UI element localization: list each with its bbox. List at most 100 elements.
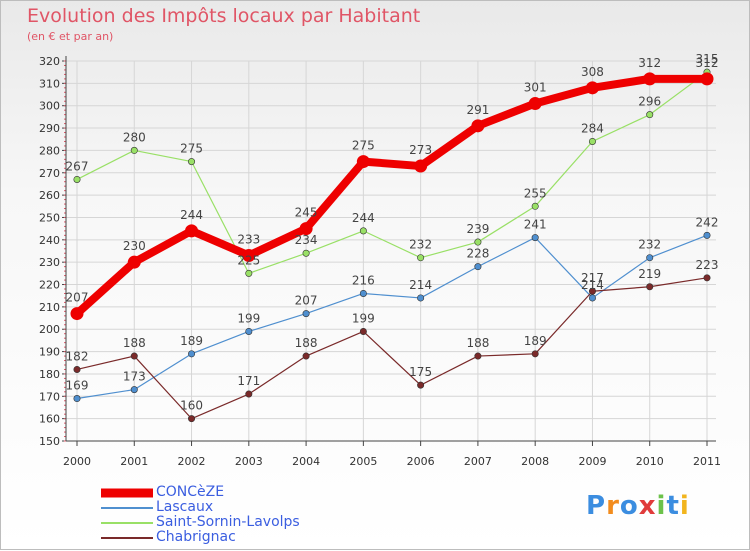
data-point-conc-ze [700,72,714,86]
data-label-saint-sornin-lavolps: 280 [123,130,146,144]
data-label-saint-sornin-lavolps: 225 [237,253,260,267]
data-point-saint-sornin-lavolps [474,238,482,246]
legend-label-saint-sornin-lavolps: Saint-Sornin-Lavolps [156,514,300,530]
y-tick-label: 220 [39,279,60,292]
data-point-saint-sornin-lavolps [130,146,138,154]
data-point-saint-sornin-lavolps [302,249,310,257]
x-tick-label: 2004 [292,455,320,468]
x-tick-label: 2003 [235,455,263,468]
data-point-conc-ze [185,224,199,238]
data-label-saint-sornin-lavolps: 234 [295,233,318,247]
data-point-conc-ze [242,248,256,262]
x-tick-label: 2011 [693,455,721,468]
data-point-chabrignac [188,415,196,423]
data-label-chabrignac: 223 [696,258,719,272]
y-tick-label: 190 [39,346,60,359]
data-label-conc-ze: 245 [295,206,318,220]
data-label-saint-sornin-lavolps: 267 [66,159,89,173]
data-point-lascaux [646,254,654,262]
legend-label-conc-ze: CONCèZE [156,484,225,500]
y-tick-label: 240 [39,234,60,247]
y-tick-label: 150 [39,435,60,448]
brand-letter: r [606,491,620,521]
data-label-conc-ze: 230 [123,239,146,253]
grid-lines [66,60,716,442]
series-line-saint-sornin-lavolps [76,71,708,274]
y-tick-label: 200 [39,323,60,336]
data-label-lascaux: 216 [352,273,375,287]
x-tick-label: 2007 [464,455,492,468]
y-tick-label: 260 [39,189,60,202]
data-label-lascaux: 189 [180,334,203,348]
data-point-lascaux [359,289,367,297]
data-labels: 169 173 189 199 207 216 214 228 241 214 232 242 267 2… [66,52,719,412]
data-point-chabrignac [245,390,253,398]
y-tick-label: 160 [39,413,60,426]
data-label-conc-ze: 275 [352,139,375,153]
data-label-conc-ze: 291 [466,103,489,117]
data-label-chabrignac: 175 [409,365,432,379]
data-label-lascaux: 199 [237,311,260,325]
series-lines [70,68,714,423]
data-point-lascaux [703,231,711,239]
x-tick-label: 2005 [349,455,377,468]
y-tick-label: 210 [39,301,60,314]
data-label-chabrignac: 217 [581,271,604,285]
data-point-saint-sornin-lavolps [359,227,367,235]
data-label-lascaux: 241 [524,218,547,232]
data-point-conc-ze [70,307,84,321]
x-tick-label: 2001 [120,455,148,468]
legend-label-chabrignac: Chabrignac [156,529,236,545]
data-point-lascaux [245,327,253,335]
data-point-conc-ze [585,81,599,95]
y-tick-label: 170 [39,390,60,403]
y-tick-label: 250 [39,211,60,224]
data-point-conc-ze [356,155,370,169]
data-point-chabrignac [302,352,310,360]
data-point-conc-ze [414,159,428,173]
brand-letter: x [638,491,657,521]
data-label-saint-sornin-lavolps: 255 [524,186,547,200]
series-line-conc-ze [74,74,707,317]
data-label-chabrignac: 171 [237,374,260,388]
x-tick-label: 2000 [63,455,91,468]
data-point-lascaux [73,395,81,403]
chart-subtitle: (en € et par an) [27,30,114,43]
data-point-conc-ze [299,222,313,236]
x-tick-label: 2008 [521,455,549,468]
data-label-conc-ze: 312 [696,56,719,70]
data-label-lascaux: 173 [123,370,146,384]
data-point-saint-sornin-lavolps [188,158,196,166]
y-tick-label: 180 [39,368,60,381]
data-point-chabrignac [73,365,81,373]
data-point-conc-ze [127,255,141,269]
data-label-saint-sornin-lavolps: 275 [180,142,203,156]
data-label-conc-ze: 244 [180,208,203,222]
data-label-chabrignac: 219 [638,267,661,281]
data-point-chabrignac [130,352,138,360]
data-label-conc-ze: 312 [638,56,661,70]
brand-letter: P [586,491,607,521]
x-tick-label: 2006 [407,455,435,468]
data-point-lascaux [588,294,596,302]
data-label-saint-sornin-lavolps: 315 [696,52,719,66]
data-point-lascaux [474,263,482,271]
data-point-saint-sornin-lavolps [245,269,253,277]
data-label-lascaux: 214 [409,278,432,292]
x-tick-label: 2009 [578,455,606,468]
data-label-conc-ze: 308 [581,65,604,79]
data-label-chabrignac: 188 [295,336,318,350]
data-point-saint-sornin-lavolps [588,137,596,145]
data-label-conc-ze: 301 [524,80,547,94]
axes [62,56,716,446]
y-axis-ticks: 150 160 170 180 190 200 210 220 230 240 250 260 270 2… [39,55,60,448]
series-line-lascaux [76,234,708,400]
data-point-lascaux [417,294,425,302]
brand-letter: i [679,491,690,521]
data-point-chabrignac [703,274,711,282]
data-point-lascaux [188,350,196,358]
data-label-lascaux: 242 [696,215,719,229]
brand-letter: o [619,491,639,521]
data-label-lascaux: 214 [581,278,604,292]
